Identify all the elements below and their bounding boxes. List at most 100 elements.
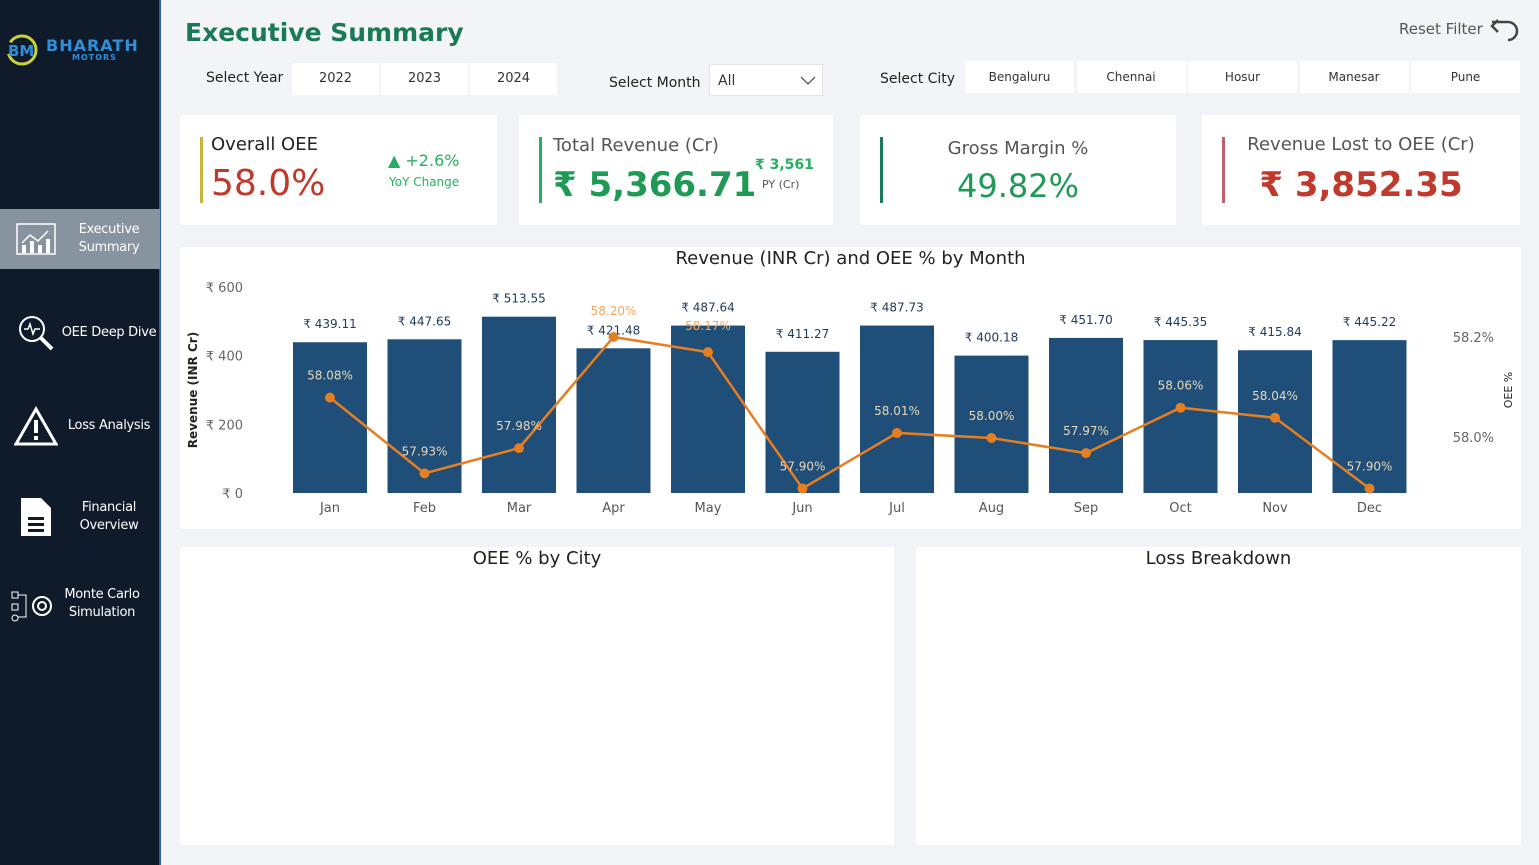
nav-label: Executive Summary [78,222,140,255]
brand-sub: MOTORS [72,53,117,62]
oee-label: 58.00% [969,409,1015,423]
revenue-label: ₹ 451.70 [1059,313,1112,327]
oee-label: 57.98% [496,419,542,433]
city-option-hosur[interactable]: Hosur [1188,61,1297,93]
oee-point [1270,412,1280,423]
revenue-label: ₹ 445.22 [1343,315,1396,329]
oee-point [325,392,335,403]
oee-label: 58.04% [1252,389,1298,403]
nav-loss-analysis[interactable]: Loss Analysis [0,396,160,456]
chart-report-icon [14,217,58,261]
oee-label: 57.97% [1063,424,1109,438]
revenue-label: ₹ 513.55 [492,292,545,306]
revenue-label: ₹ 415.84 [1248,325,1301,339]
revenue-bar [1332,340,1407,493]
x-tick: May [695,501,722,516]
accent-bar [1222,137,1225,203]
nav-monte-carlo[interactable]: Monte Carlo Simulation [0,574,160,634]
revenue-label: ₹ 400.18 [965,331,1018,345]
revenue-bar [1049,337,1123,493]
city-option-manesar[interactable]: Manesar [1299,61,1409,93]
oee-point [608,332,619,342]
x-tick: Sep [1074,501,1099,516]
revenue-label: ₹ 447.65 [398,314,451,328]
oee-label: 58.08% [307,369,353,383]
kpi-value: ₹ 3,852.35 [1259,165,1463,205]
revenue-bar [576,348,651,493]
revenue-bar [482,316,556,493]
oee-label: 57.90% [1347,460,1393,474]
undo-icon[interactable] [1488,10,1522,44]
kpi-label: Overall OEE [211,134,318,155]
kpi-value: ₹ 5,366.71 [553,165,757,205]
nav-executive-summary[interactable]: Executive Summary [0,209,160,269]
x-tick: Jul [888,501,905,516]
magnifier-pulse-icon [14,311,58,355]
oee-point [892,427,902,438]
svg-text:BM: BM [8,42,34,60]
city-option-chennai[interactable]: Chennai [1076,61,1186,93]
oee-point [1364,483,1375,494]
nav-oee-deep-dive[interactable]: OEE Deep Dive [0,303,160,363]
oee-label: 58.17% [685,319,731,333]
oee-label: 58.06% [1158,379,1204,393]
kpi-py-value: ₹ 3,561 [755,157,814,173]
oee-point [1175,402,1186,413]
oee-point [419,468,430,479]
reset-filter-button[interactable]: Reset Filter [1399,20,1483,38]
oee-label: 57.90% [780,460,826,474]
kpi-total-revenue: Total Revenue (Cr) ₹ 5,366.71 ₹ 3,561 PY… [519,115,833,225]
x-tick: Aug [979,501,1004,516]
year-option-2023[interactable]: 2023 [381,63,468,95]
y-tick: ₹ 0 [222,487,243,502]
oee-label: 57.93% [402,444,448,458]
accent-bar [200,137,203,203]
kpi-label: Gross Margin % [947,138,1089,159]
sidebar: BM BHARATH MOTORS Executive Summary OEE … [0,0,161,865]
year-option-2024[interactable]: 2024 [470,63,557,95]
y-tick: ₹ 200 [206,418,243,433]
chevron-down-icon [800,76,816,85]
revenue-label: ₹ 411.27 [776,327,829,341]
revenue-label: ₹ 487.73 [870,301,923,315]
y2-axis-label: OEE % [1502,372,1515,409]
revenue-label: ₹ 445.35 [1154,315,1207,329]
revenue-bar [954,355,1029,493]
brand-logo: BM BHARATH MOTORS [4,32,154,72]
y2-tick: 58.2% [1453,331,1494,346]
revenue-label: ₹ 421.48 [587,323,640,337]
accent-bar [880,137,883,203]
city-option-bengaluru[interactable]: Bengaluru [965,61,1074,93]
oee-label: 58.01% [874,404,920,418]
month-dropdown[interactable]: All [709,64,823,96]
revenue-bar [860,325,934,493]
oee-label: 58.20% [591,304,637,318]
city-option-pune[interactable]: Pune [1411,61,1520,93]
nav-financial-overview[interactable]: Financial Overview [0,487,160,547]
oee-point [514,443,524,454]
year-option-2022[interactable]: 2022 [292,63,379,95]
flow-gear-icon [10,582,54,626]
chart-title: Revenue (INR Cr) and OEE % by Month [675,248,1026,269]
warning-icon [14,404,58,448]
revenue-bar [1143,340,1218,493]
x-tick: Mar [507,501,532,516]
chart-title: OEE % by City [472,548,602,569]
year-filter-label: Select Year [206,70,284,86]
oee-point [703,347,713,358]
city-filter-label: Select City [880,71,956,87]
oee-point [1081,448,1091,459]
month-filter-label: Select Month [609,75,701,91]
accent-bar [539,137,542,203]
revenue-label: ₹ 487.64 [681,301,734,315]
kpi-label: Total Revenue (Cr) [553,135,719,156]
x-tick: Apr [602,501,625,516]
kpi-gross-margin: Gross Margin % 49.82% [860,115,1176,225]
nav-label: Monte Carlo Simulation [64,587,140,620]
y-axis-label: Revenue (INR Cr) [186,332,200,448]
month-value: All [718,73,736,89]
kpi-py-label: PY (Cr) [762,178,800,191]
oee-point [797,483,808,494]
kpi-label: Revenue Lost to OEE (Cr) [1247,134,1475,155]
x-tick: Jun [791,501,812,516]
